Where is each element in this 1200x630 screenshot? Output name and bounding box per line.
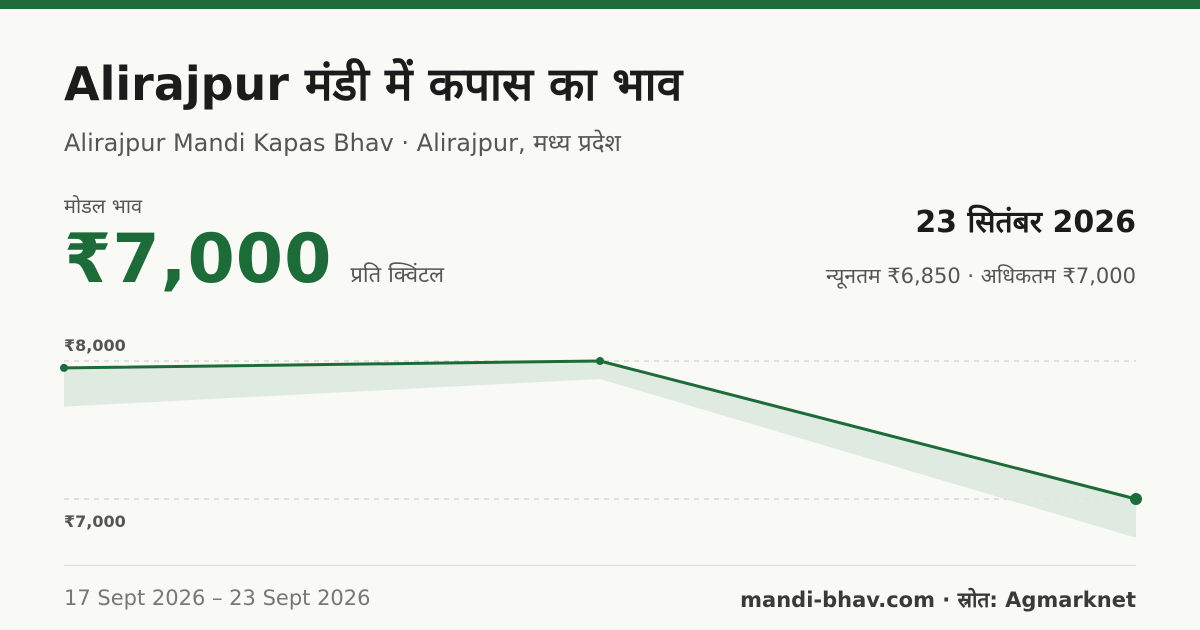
price-label: मोडल भाव <box>64 194 143 218</box>
label-layer: ₹8,000 ₹7,000 <box>64 336 126 531</box>
y-tick-label: ₹8,000 <box>64 336 126 355</box>
page-subtitle: Alirajpur Mandi Kapas Bhav · Alirajpur, … <box>64 129 621 157</box>
price-unit: प्रति क्विंटल <box>350 263 445 288</box>
band-layer <box>64 361 1136 538</box>
footer-date-range: 17 Sept 2026 – 23 Sept 2026 <box>64 586 371 610</box>
footer-source: mandi-bhav.com · स्रोत: Agmarknet <box>740 588 1136 612</box>
report-date: 23 सितंबर 2026 <box>915 205 1136 240</box>
data-point <box>1130 493 1142 505</box>
footer-divider <box>64 565 1136 566</box>
price-range-band <box>64 361 1136 538</box>
page-title: Alirajpur मंडी में कपास का भाव <box>64 57 683 111</box>
data-point <box>60 363 68 372</box>
data-point <box>596 357 604 365</box>
price-value: ₹7,000 <box>64 220 333 299</box>
grid-layer <box>64 360 1136 500</box>
price-range: न्यूनतम ₹6,850 · अधिकतम ₹7,000 <box>826 264 1136 288</box>
y-tick-label: ₹7,000 <box>64 512 126 531</box>
top-accent-bar <box>0 0 1200 9</box>
price-row: ₹7,000 प्रति क्विंटल <box>64 220 444 299</box>
point-layer <box>60 357 1142 505</box>
